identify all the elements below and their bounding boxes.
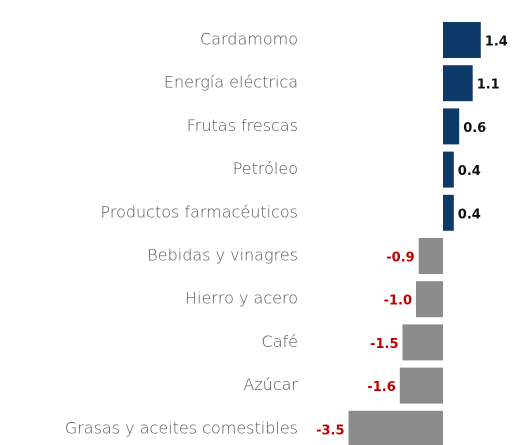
value-label: 0.4 [458,207,481,222]
category-label: Grasas y aceites comestibles [65,418,298,437]
bar [443,65,473,102]
value-label: 1.4 [485,35,508,50]
value-label: -1.0 [384,294,412,309]
category-label: Hierro y acero [185,289,298,308]
category-label: Productos farmacéuticos [100,202,298,221]
bar [348,410,443,445]
bar [416,281,443,318]
bar [443,22,481,58]
category-label: Energía eléctrica [164,73,298,92]
value-label: -1.5 [370,337,398,352]
bar [399,367,443,404]
value-label: 1.1 [477,78,500,93]
bar [418,238,443,274]
value-label: -3.5 [316,423,344,438]
value-label: 0.6 [463,121,486,136]
category-label: Petróleo [233,159,298,178]
value-label: -1.6 [367,380,395,395]
bar [443,194,454,231]
bar [402,324,443,361]
value-label: -0.9 [386,251,414,266]
bar [443,108,460,145]
value-label: 0.4 [458,164,481,179]
category-label: Frutas frescas [187,116,298,135]
category-label: Bebidas y vinagres [147,246,298,265]
category-label: Cardamomo [200,30,298,49]
bar [443,151,454,188]
category-label: Azúcar [243,375,298,394]
category-label: Café [262,332,298,351]
